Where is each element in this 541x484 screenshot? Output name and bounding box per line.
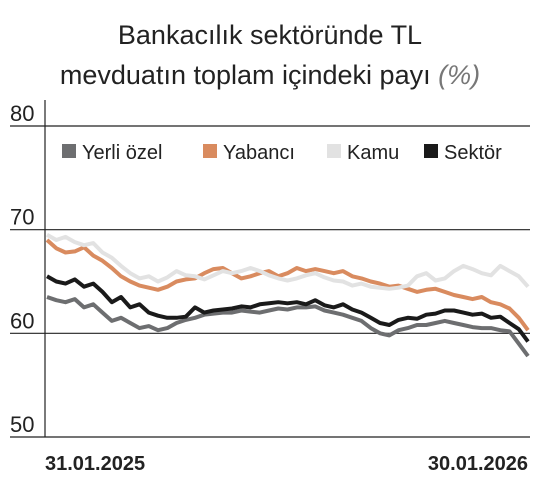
line <box>46 233 530 291</box>
legend-swatch <box>327 144 341 158</box>
legend-label: Kamu <box>347 142 399 164</box>
line <box>46 274 530 343</box>
chart-title: Bankacılık sektöründe TL <box>118 20 422 50</box>
y-tick-label: 60 <box>10 308 34 333</box>
y-tick-label: 80 <box>10 101 34 126</box>
y-tick-label: 70 <box>10 205 34 230</box>
legend-swatch <box>62 144 76 158</box>
chart-title: mevduatın toplam içindeki payı <box>60 60 431 90</box>
unit: (%) <box>438 60 480 90</box>
legend-label: Yerli özel <box>82 142 162 164</box>
legend-label: Sektör <box>444 142 502 164</box>
line <box>46 295 530 358</box>
legend-swatch <box>424 144 438 158</box>
line <box>45 238 530 332</box>
chart-title: mevduatın toplam içindeki payı (%) <box>60 60 480 90</box>
legend-swatch <box>203 144 217 158</box>
y-tick-label: 50 <box>10 412 34 437</box>
x-tick-label: 31.01.2025 <box>45 453 145 475</box>
x-tick-label: 30.01.2026 <box>428 453 528 475</box>
legend-label: Yabancı <box>223 142 295 164</box>
